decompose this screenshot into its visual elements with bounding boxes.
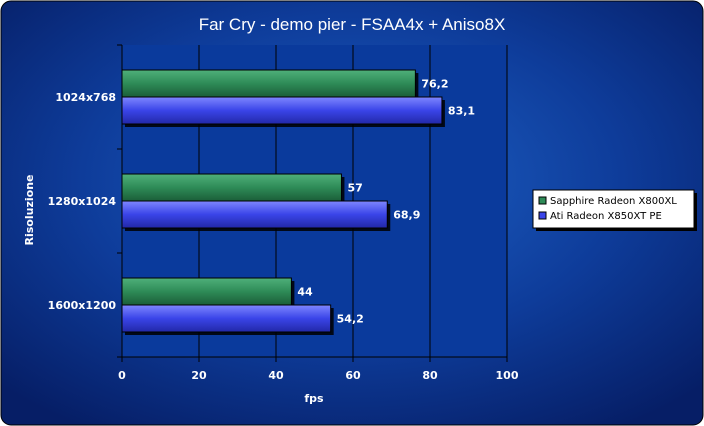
x-tick-label: 40 (268, 369, 284, 382)
bar (121, 173, 342, 202)
legend: Sapphire Radeon X800XL Ati Radeon X850XT … (532, 189, 697, 231)
x-tick-label: 100 (496, 369, 519, 382)
x-tick-label: 20 (191, 369, 207, 382)
bar (121, 96, 443, 125)
x-axis-title: fps (304, 392, 324, 405)
y-tick-label: 1024x768 (55, 91, 116, 104)
y-axis-title: Risoluzione (23, 175, 36, 246)
data-label: 83,1 (448, 105, 475, 118)
data-label: 68,9 (393, 209, 420, 222)
bar (121, 200, 388, 229)
legend-label: Ati Radeon X850XT PE (550, 211, 662, 222)
bar (121, 304, 332, 333)
y-tick-label: 1280x1024 (48, 195, 117, 208)
legend-label: Sapphire Radeon X800XL (550, 196, 677, 207)
x-tick-label: 60 (345, 369, 361, 382)
x-tick-label: 0 (118, 369, 126, 382)
legend-box (532, 189, 695, 229)
data-label: 57 (347, 182, 362, 195)
legend-swatch (538, 211, 547, 220)
legend-swatch (538, 196, 547, 205)
data-label: 44 (297, 286, 313, 299)
y-tick-label: 1600x1200 (48, 299, 117, 312)
data-label: 54,2 (337, 313, 364, 326)
chart-title: Far Cry - demo pier - FSAA4x + Aniso8X (199, 15, 506, 34)
x-tick-label: 80 (422, 369, 438, 382)
bar (121, 277, 292, 306)
plot-area: 0 20 40 60 80 100 1024x768 76,2 83,1 1280x1024 57 6… (48, 44, 519, 382)
data-label: 76,2 (421, 78, 448, 91)
bar (121, 69, 416, 98)
